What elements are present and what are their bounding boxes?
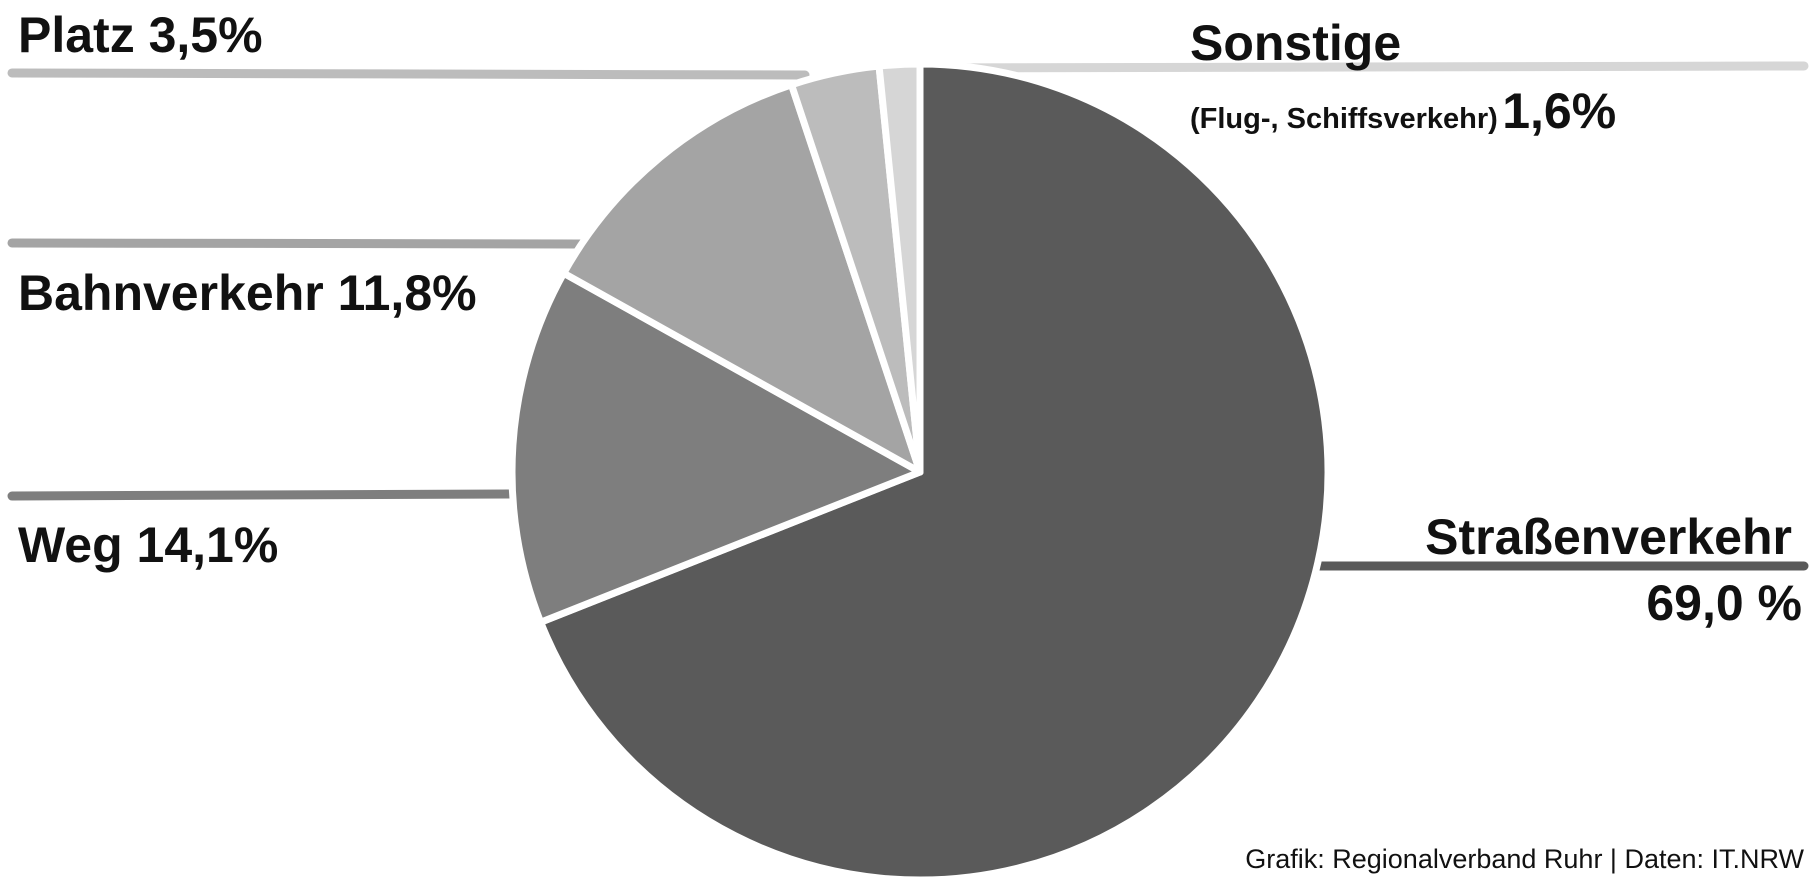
pie-slice-weg	[508, 269, 924, 626]
leader-line-bahn	[7, 238, 585, 249]
label-sonstige-sub: (Flug-, Schiffsverkehr)	[1190, 103, 1498, 135]
pie-slice-bahn	[560, 81, 924, 476]
label-platz: Platz 3,5%	[18, 7, 263, 63]
leader-line-weg	[7, 489, 520, 501]
label-weg: Weg 14,1%	[18, 517, 279, 573]
label-sonstige-title: Sonstige	[1190, 15, 1402, 71]
label-sonstige-value: 1,6%	[1502, 83, 1617, 139]
pie-slices	[508, 60, 1332, 877]
label-strassenverkehr-title: Straßenverkehr	[1425, 509, 1792, 565]
label-strassenverkehr-value: 69,0 %	[1646, 575, 1802, 631]
pie-slice-sonstige	[875, 60, 924, 476]
label-sonstige-detail: (Flug-, Schiffsverkehr) 1,6%	[1190, 86, 1616, 136]
leader-line-sonstige	[907, 61, 1809, 73]
pie-slice-strasse	[537, 60, 1332, 877]
leader-line-platz	[7, 68, 810, 80]
source-credit: Grafik: Regionalverband Ruhr | Daten: IT…	[1245, 844, 1804, 874]
leader-lines	[7, 61, 1809, 571]
label-bahnverkehr: Bahnverkehr 11,8%	[18, 265, 477, 321]
